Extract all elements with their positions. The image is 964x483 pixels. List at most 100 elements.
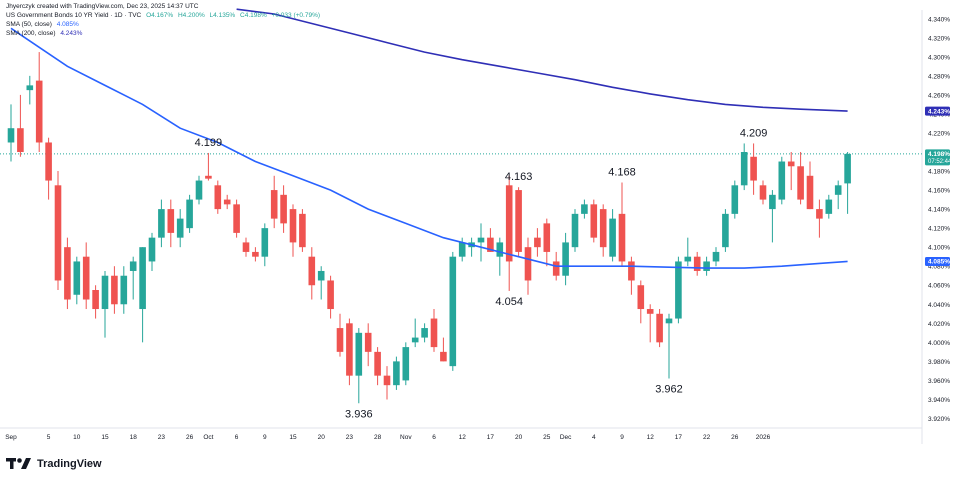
- candle-body: [825, 199, 833, 214]
- price-annotation: 3.962: [655, 384, 683, 396]
- tradingview-logo-icon: [6, 458, 31, 469]
- candle: [308, 247, 316, 300]
- author-line: Jhyerczyk created with TradingView.com, …: [6, 3, 201, 11]
- sma200-price-tag-bg: [925, 106, 950, 116]
- x-tick-label: 12: [647, 434, 655, 441]
- x-tick-label: 6: [432, 434, 436, 441]
- candle: [684, 237, 692, 267]
- y-tick-label: 3.920%: [928, 416, 950, 423]
- ohlc-high: H4.200%: [177, 12, 205, 19]
- candle-body: [750, 156, 757, 181]
- x-tick-label: 10: [73, 434, 81, 441]
- candle-body: [458, 242, 466, 257]
- y-tick-label: 3.980%: [928, 359, 950, 366]
- candle: [195, 175, 203, 205]
- candle-body: [7, 128, 15, 143]
- candle-body: [731, 185, 739, 214]
- sma50-legend[interactable]: SMA (50, close) 4.085%: [6, 21, 82, 29]
- candle: [7, 104, 15, 162]
- y-tick-label: 4.320%: [928, 35, 950, 42]
- candle-body: [496, 242, 504, 257]
- sma200-value: 4.243%: [60, 30, 83, 37]
- candle-body: [778, 161, 786, 200]
- candle: [26, 75, 34, 105]
- sma50-price-tag: 4.085%: [925, 256, 950, 266]
- tradingview-brand[interactable]: TradingView: [6, 458, 102, 470]
- candle: [214, 180, 222, 214]
- candle: [280, 185, 287, 233]
- candle: [346, 318, 353, 386]
- candle-body: [308, 256, 316, 286]
- candle: [317, 266, 325, 300]
- candle-body: [665, 318, 673, 324]
- candle-body: [609, 218, 616, 257]
- candle-body: [816, 209, 823, 219]
- candle: [111, 266, 118, 314]
- candle: [449, 251, 457, 371]
- author-text: Jhyerczyk created with TradingView.com, …: [6, 3, 199, 10]
- candle-body: [92, 290, 99, 310]
- candle-body: [637, 285, 645, 310]
- candle: [54, 171, 62, 290]
- y-tick-label: 4.140%: [928, 207, 950, 214]
- candle: [129, 256, 137, 300]
- ohlc-open: O4.167%: [146, 12, 174, 19]
- candle: [270, 175, 278, 229]
- y-tick-label: 4.220%: [928, 130, 950, 137]
- y-tick-label: 4.080%: [928, 264, 950, 271]
- x-tick-label: Nov: [400, 434, 412, 441]
- x-tick-label: 25: [543, 434, 551, 441]
- candle: [148, 232, 156, 271]
- y-tick-label: 4.060%: [928, 283, 950, 290]
- x-tick-label: 28: [374, 434, 382, 441]
- candle-body: [73, 261, 81, 295]
- candle-body: [158, 209, 165, 238]
- candle-body: [299, 213, 306, 248]
- candle: [92, 285, 99, 319]
- candle: [844, 152, 851, 214]
- candle: [778, 156, 786, 205]
- candle: [543, 218, 551, 267]
- candle-body: [317, 270, 325, 281]
- y-tick-label: 4.300%: [928, 54, 950, 61]
- price-annotation: 4.199: [195, 137, 223, 149]
- candle: [562, 232, 569, 286]
- candle: [101, 270, 109, 338]
- candle-body: [35, 80, 43, 143]
- candle-body: [599, 209, 607, 248]
- candle-body: [740, 152, 748, 186]
- sma50-line: [10, 27, 848, 269]
- x-tick-label: Dec: [560, 434, 572, 441]
- last-price-tag-countdown: 07:52:44: [928, 159, 952, 165]
- candle: [628, 256, 635, 295]
- y-tick-label: 4.260%: [928, 92, 950, 99]
- y-tick-label: 4.020%: [928, 321, 950, 328]
- x-tick-label: 4: [592, 434, 596, 441]
- candle-body: [552, 261, 560, 276]
- sma200-legend[interactable]: SMA (200, close) 4.243%: [6, 30, 85, 38]
- candle: [722, 209, 729, 252]
- candle: [656, 309, 663, 348]
- candle: [261, 223, 269, 267]
- candle: [120, 266, 128, 314]
- x-tick-label: 17: [675, 434, 683, 441]
- candle: [712, 247, 720, 267]
- symbol-name[interactable]: US Government Bonds 10 YR Yield · 1D · T…: [6, 12, 142, 19]
- last-price-tag-bg: [925, 149, 950, 166]
- candle-body: [383, 375, 391, 386]
- candle: [515, 187, 522, 257]
- candle-body: [289, 209, 297, 243]
- sma50-price-tag-text: 4.085%: [928, 259, 950, 266]
- candle: [440, 337, 447, 362]
- candle-body: [656, 313, 663, 343]
- candle-body: [769, 194, 776, 210]
- candle: [599, 204, 607, 257]
- candle-body: [712, 251, 720, 262]
- candle-body: [205, 175, 212, 179]
- candle: [787, 152, 795, 191]
- x-tick-label: 23: [158, 434, 166, 441]
- candle: [816, 199, 823, 238]
- x-tick-label: 20: [318, 434, 326, 441]
